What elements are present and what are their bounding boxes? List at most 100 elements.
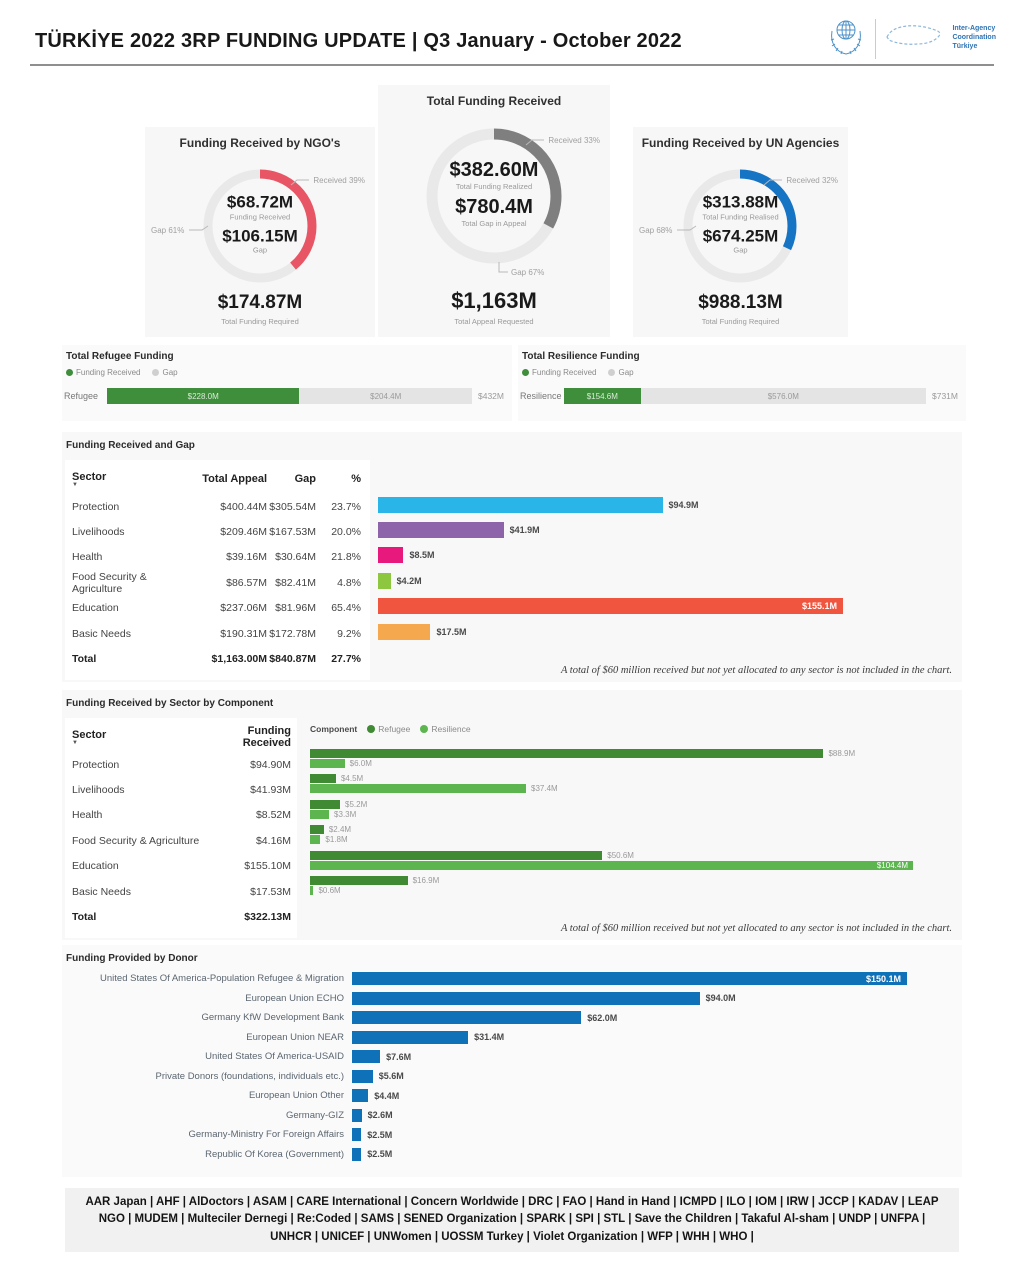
bar-row: $17.5M [378, 619, 843, 644]
table-row: Protection $94.90M [65, 752, 297, 777]
gap-dot-icon [608, 369, 616, 376]
resilience-bar [310, 809, 330, 819]
donor-label: Germany-GIZ [285, 1109, 344, 1121]
received-value: $68.72M [226, 192, 294, 212]
gap-label: Gap [733, 245, 748, 255]
legend-label: Gap [618, 368, 634, 377]
bar-value-label: $41.9M [509, 525, 540, 536]
refugee-bar-line: $2.4M [310, 825, 913, 835]
bar-value-label: $94.0M [705, 993, 736, 1004]
table-header: Sector ▼ Funding Received [65, 722, 297, 752]
legend-item-gap: Gap [608, 368, 634, 377]
funding-received-cell: $4.16M [255, 834, 291, 847]
funding-received-dot-icon [522, 369, 529, 376]
un-agencies-funding-card: Funding Received by UN Agencies Received… [633, 127, 848, 337]
legend-label: Funding Received [76, 368, 141, 377]
donor-label: Private Donors (foundations, individuals… [155, 1070, 344, 1082]
gap-segment: $576.0M [640, 388, 926, 404]
sector-by-component-section: Funding Received by Sector by Component … [62, 690, 962, 940]
donor-bar-chart: United States Of America-Population Refu… [62, 969, 962, 1164]
bar-value-label: $4.5M [340, 774, 364, 784]
column-header-pct: % [351, 473, 361, 485]
resilience-bar-line: $0.6M [310, 885, 913, 895]
pct-cell: 65.4% [331, 602, 361, 615]
legend-item-funding-received: Funding Received [522, 368, 596, 377]
ngo-donut-chart: Received 39% Gap 61% $68.72M Funding Rece… [145, 152, 375, 298]
donut-center-labels: $68.72M Funding Received $106.15M Gap [145, 192, 375, 259]
donut-received-arc [203, 169, 317, 283]
pct-cell: 23.7% [331, 500, 361, 513]
bar-value-label: $155.1M [801, 601, 837, 612]
bar-value-label: $8.5M [409, 550, 435, 561]
card-footer: $174.87M Total Funding Required [145, 292, 375, 326]
refugee-bar-line: $16.9M [310, 875, 913, 885]
logo-divider [875, 18, 877, 59]
gap-cell: $167.53M [269, 526, 316, 539]
sector-cell: Health [72, 551, 103, 564]
gap-segment-label: $576.0M [767, 391, 799, 401]
table-row: Food Security & Agriculture $4.16M [65, 828, 297, 853]
donor-label: United States Of America-USAID [205, 1051, 344, 1063]
bar-value-label: $4.4M [374, 1090, 400, 1101]
donut-center-labels: $382.60M Total Funding Realized $780.4M … [378, 159, 610, 233]
column-header-label: Sector [72, 729, 107, 741]
donor-row: European Union NEAR $31.4M [62, 1028, 962, 1048]
callout-line [525, 139, 544, 146]
donor-bar [352, 1128, 362, 1142]
donor-label: European Union NEAR [246, 1031, 344, 1043]
resilience-dot-icon [420, 725, 429, 733]
unallocated-note: A total of $60 million received but not … [560, 665, 952, 676]
table-total-row: Total $1,163.00M $840.87M 27.7% [65, 646, 370, 671]
bar-row: $4.5M $37.4M [310, 773, 913, 798]
table-row: Basic Needs $17.53M [65, 879, 297, 904]
legend-item-refugee: Refugee [367, 724, 410, 734]
category-label: Refugee [64, 391, 99, 401]
donor-row: Private Donors (foundations, individuals… [62, 1067, 962, 1087]
card-footer: $988.13M Total Funding Required [633, 292, 848, 326]
donor-bar [352, 1108, 362, 1122]
bar-row: $16.9M $0.6M [310, 875, 913, 900]
refugee-bar-line: $5.2M [310, 799, 913, 809]
logo-text-line: Inter-Agency [952, 25, 996, 33]
donor-bar: $150.1M [352, 972, 907, 986]
donor-row: Germany-GIZ $2.6M [62, 1106, 962, 1126]
column-header-funding-received: Funding Received [242, 725, 291, 749]
table-row: Health $8.52M [65, 803, 297, 828]
legend: Funding Received Gap [522, 368, 966, 377]
funding-received-cell: $322.13M [244, 911, 291, 924]
donut-chart-svg: Received 33% Gap 67% [426, 128, 600, 277]
stacked-bar: $154.6M $576.0M [564, 388, 926, 404]
sector-bar [378, 623, 431, 640]
table-row: Basic Needs $190.31M $172.78M 9.2% [65, 621, 370, 646]
unallocated-note: A total of $60 million received but not … [560, 923, 952, 934]
total-refugee-funding-section: Total Refugee Funding Funding Received G… [62, 345, 512, 421]
bar-row: $4.2M [378, 568, 843, 593]
sector-cell: Total [72, 911, 97, 924]
gap-callout: Gap 61% [151, 226, 184, 235]
refugee-bar [310, 850, 603, 860]
funding-received-cell: $8.52M [255, 809, 291, 822]
sector-bar: $155.1M [378, 598, 843, 615]
received-segment-label: $154.6M [586, 391, 618, 401]
refugee-bar-line: $88.9M [310, 749, 913, 758]
legend: Funding Received Gap [66, 368, 512, 377]
resilience-bar-line: $1.8M [310, 835, 913, 845]
total-appeal-cell: $1,163.00M [211, 653, 267, 666]
pct-cell: 9.2% [337, 627, 361, 640]
bar-value-label: $2.6M [367, 1110, 393, 1121]
sector-cell: Basic Needs [72, 885, 131, 898]
received-segment-label: $228.0M [187, 391, 219, 401]
bar-row: $2.4M $1.8M [310, 824, 913, 849]
total-appeal-value: $1,163M [451, 288, 537, 313]
gap-cell: $172.78M [269, 627, 316, 640]
table-row: Education $155.10M [65, 854, 297, 879]
received-callout: Received 32% [786, 176, 838, 185]
total-required-label: Total Funding Required [701, 317, 780, 326]
sector-cell: Education [72, 602, 119, 615]
bar-value-label: $104.4M [876, 860, 908, 870]
bar-value-label: $16.9M [412, 875, 440, 885]
column-header-gap: Gap [294, 473, 316, 485]
bar-value-label: $2.4M [328, 825, 352, 835]
sector-cell: Health [72, 809, 103, 822]
